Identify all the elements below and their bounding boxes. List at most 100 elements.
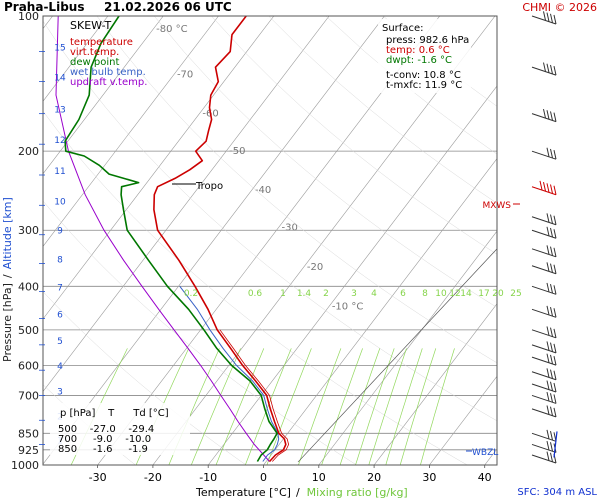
wind-barb-feather [550, 342, 553, 352]
isotherm-line [318, 230, 497, 465]
wind-barb [531, 391, 557, 404]
dew-point-curve [64, 16, 278, 462]
wind-barb-feather [550, 214, 553, 224]
wind-barb-feather [550, 327, 553, 337]
wind-barb [531, 226, 557, 239]
mixing-ratio-label: 6 [400, 289, 406, 299]
wind-barb-feather [550, 354, 553, 364]
dry-adiabat-line [43, 110, 468, 465]
y-axis-separator: / [1, 274, 14, 278]
y-axis-title: Pressure [hPa] / Altitude [km] [1, 197, 14, 362]
station-title: Praha-Libus [4, 0, 84, 14]
wind-barb [531, 380, 557, 393]
wind-barb-feather [553, 247, 557, 257]
wind-barb-feather [546, 282, 550, 293]
wind-barb-feather [550, 406, 553, 416]
wind-barb [531, 368, 557, 381]
altitude-tick-label: 5 [57, 337, 63, 347]
wind-barb-feather [546, 213, 550, 223]
mixing-ratio-line [355, 348, 395, 465]
wind-barb-feather [550, 13, 553, 23]
wind-barb [531, 429, 557, 442]
wind-barb-feather [550, 306, 553, 317]
pressure-tick-label: 700 [18, 389, 39, 402]
wind-barb-feather [553, 215, 557, 225]
wind-barb-feather [546, 183, 550, 193]
legend-item-dew-point: dew point [70, 57, 119, 68]
x-tick-label: -20 [144, 471, 162, 484]
x-tick-label: -30 [89, 471, 107, 484]
legend-item-virt-temp: virt.temp. [70, 47, 119, 58]
wind-barb-feather [543, 182, 546, 192]
altitude-tick-label: 11 [54, 167, 65, 177]
wind-barb-feather [550, 184, 553, 194]
wind-barb-feather [546, 405, 550, 415]
mixing-ratio-label: 12 [449, 289, 460, 299]
mixing-ratio-label: 10 [435, 289, 447, 299]
mixing-ratio-label: 0.6 [248, 289, 263, 299]
pressure-tick-label: 850 [18, 427, 39, 440]
wind-barb-feather [546, 440, 550, 451]
levels-table: p [hPa] T Td [°C] 500 -27.0 -29.4 700 -9… [50, 403, 190, 455]
wind-barb-feather [550, 111, 553, 121]
wind-barb-feather [553, 285, 557, 295]
wind-barb [531, 108, 557, 123]
surface-tconv: t-conv: 10.8 °C [386, 70, 461, 81]
surface-pressure: press: 982.6 hPa [386, 35, 469, 46]
wind-barb-feather [550, 393, 553, 403]
wind-barb-feather [553, 264, 557, 274]
wind-barb [531, 405, 557, 418]
altitude-tick-label: 14 [54, 74, 66, 84]
wind-barb [531, 451, 557, 464]
altitude-tick-label: 8 [57, 256, 63, 266]
wind-barb-feather [539, 180, 543, 191]
x-axis-title: Temperature [°C] / Mixing ratio [g/kg] [195, 486, 408, 499]
surface-title: Surface: [382, 23, 423, 34]
isotherm-line [43, 16, 275, 320]
mixing-ratio-line [420, 348, 455, 465]
wind-barb-feather [546, 63, 550, 73]
isotherm-label: -70 [177, 70, 193, 81]
dry-adiabat-line [211, 16, 497, 255]
wind-barb [531, 282, 557, 295]
altitude-tick-label: 4 [57, 362, 63, 372]
svg-text:Temperature [°C]/Mixing ratio: Temperature [°C] / Mixing ratio [g/kg] [195, 486, 408, 499]
mixing-ratio-line [266, 348, 312, 465]
wind-barb-feather [546, 305, 550, 316]
isotherm-label: -20 [307, 262, 323, 273]
wind-barb-feather [546, 391, 550, 402]
wind-barb [531, 353, 557, 366]
mixing-ratio-line [368, 348, 407, 465]
levels-table-row: 500 -27.0 -29.4 [58, 424, 154, 435]
wet-bulb-curve [179, 285, 280, 462]
surface-wind-shaft [553, 431, 558, 458]
wind-barbs [531, 11, 558, 464]
mixing-ratio-line [298, 348, 342, 465]
legend-item-wet-bulb: wet bulb temp. [70, 67, 146, 78]
wind-barb-feather [546, 262, 550, 272]
mixing-ratio-line [244, 348, 292, 465]
altitude-tick-label: 15 [54, 44, 65, 54]
isotherm-label: -30 [281, 223, 297, 234]
isotherm-line [429, 375, 497, 465]
wind-barb-feather [543, 108, 546, 119]
wind-barb-feather [550, 452, 553, 462]
x-tick-label: 10 [312, 471, 326, 484]
surface-info-box: Surface: press: 982.6 hPa temp: 0.6 °C d… [378, 19, 471, 93]
wind-barb-feather [553, 382, 557, 393]
mixing-ratio-axis-label: Mixing ratio [g/kg] [307, 486, 408, 499]
wind-barb-feather [550, 369, 553, 379]
wind-barb-feather [553, 14, 557, 25]
altitude-tick-label: 7 [57, 284, 63, 294]
pressure-tick-label: 300 [18, 224, 39, 237]
mxws-label: MXWS [482, 201, 511, 211]
mixing-ratio-line [190, 348, 241, 465]
wind-barb [531, 440, 557, 453]
levels-table-header: p [hPa] T Td [°C] [60, 408, 169, 419]
wind-barb-feather [553, 355, 557, 366]
dry-adiabat-line [154, 16, 497, 308]
sounding-curves [55, 16, 290, 463]
wind-barb-feather [553, 308, 557, 318]
isotherm-label: -40 [255, 185, 271, 196]
